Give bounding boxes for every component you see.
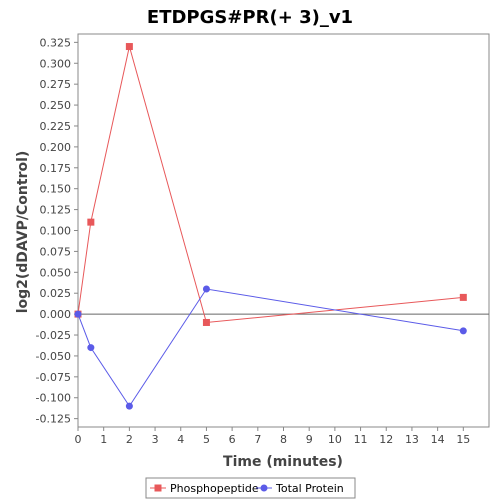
y-tick-label: 0.300: [40, 57, 72, 70]
y-tick-label: 0.225: [40, 120, 72, 133]
x-tick-label: 9: [306, 433, 313, 446]
y-tick-label: 0.150: [40, 183, 72, 196]
data-point-total-protein: [125, 402, 133, 410]
y-axis-label: log2(dDAVP/Control): [15, 151, 31, 314]
y-tick-label: 0.050: [40, 266, 72, 279]
y-tick-label: -0.025: [36, 329, 71, 342]
y-tick-label: 0.075: [40, 245, 72, 258]
x-tick-label: 0: [75, 433, 82, 446]
y-tick-label: 0.000: [40, 308, 72, 321]
y-tick-label: 0.325: [40, 36, 72, 49]
y-tick-label: 0.250: [40, 99, 72, 112]
x-axis: 0 1 2 3 4 5 6 7 8 9 10 11 12 13 14 15: [75, 427, 470, 446]
x-tick-label: 7: [254, 433, 261, 446]
data-point-total-protein: [87, 344, 95, 352]
y-tick-label: -0.050: [36, 350, 71, 363]
data-point-phosphopeptide: [125, 43, 133, 51]
x-tick-label: 4: [177, 433, 184, 446]
legend-marker-total-protein: [260, 484, 268, 492]
x-axis-label: Time (minutes): [223, 454, 343, 470]
y-tick-label: 0.100: [40, 225, 72, 238]
x-tick-label: 3: [152, 433, 159, 446]
y-tick-label: 0.125: [40, 204, 72, 217]
y-axis: -0.125 -0.100 -0.075 -0.050 -0.025 0.000 0.025…: [36, 36, 78, 426]
legend-marker-phosphopeptide: [154, 484, 162, 492]
x-tick-label: 15: [456, 433, 470, 446]
data-point-phosphopeptide: [87, 218, 95, 226]
data-point-phosphopeptide: [459, 293, 467, 301]
data-point-total-protein: [459, 327, 467, 335]
y-tick-label: -0.125: [36, 413, 71, 426]
x-tick-label: 6: [229, 433, 236, 446]
chart-title: ETDPGS#PR(+ 3)_v1: [147, 7, 353, 28]
data-point-total-protein: [74, 310, 82, 318]
legend-label-phosphopeptide: Phosphopeptide: [170, 482, 259, 495]
series-layer: [74, 43, 467, 410]
x-tick-label: 13: [405, 433, 419, 446]
legend-label-total-protein: Total Protein: [275, 482, 344, 495]
data-point-total-protein: [202, 285, 210, 293]
legend-box: [145, 477, 356, 499]
legend: Phosphopeptide Total Protein: [150, 482, 344, 495]
plot-area: [77, 33, 490, 428]
y-tick-label: 0.175: [40, 162, 72, 175]
y-tick-label: 0.200: [40, 141, 72, 154]
y-tick-label: -0.100: [36, 392, 71, 405]
data-point-phosphopeptide: [202, 318, 210, 326]
x-tick-label: 2: [126, 433, 133, 446]
x-tick-label: 1: [100, 433, 107, 446]
y-tick-label: -0.075: [36, 371, 71, 384]
x-tick-label: 11: [354, 433, 368, 446]
y-tick-label: 0.025: [40, 287, 72, 300]
x-tick-label: 5: [203, 433, 210, 446]
x-tick-label: 12: [379, 433, 393, 446]
y-tick-label: 0.275: [40, 78, 72, 91]
x-tick-label: 8: [280, 433, 287, 446]
x-tick-label: 10: [328, 433, 342, 446]
x-tick-label: 14: [431, 433, 445, 446]
